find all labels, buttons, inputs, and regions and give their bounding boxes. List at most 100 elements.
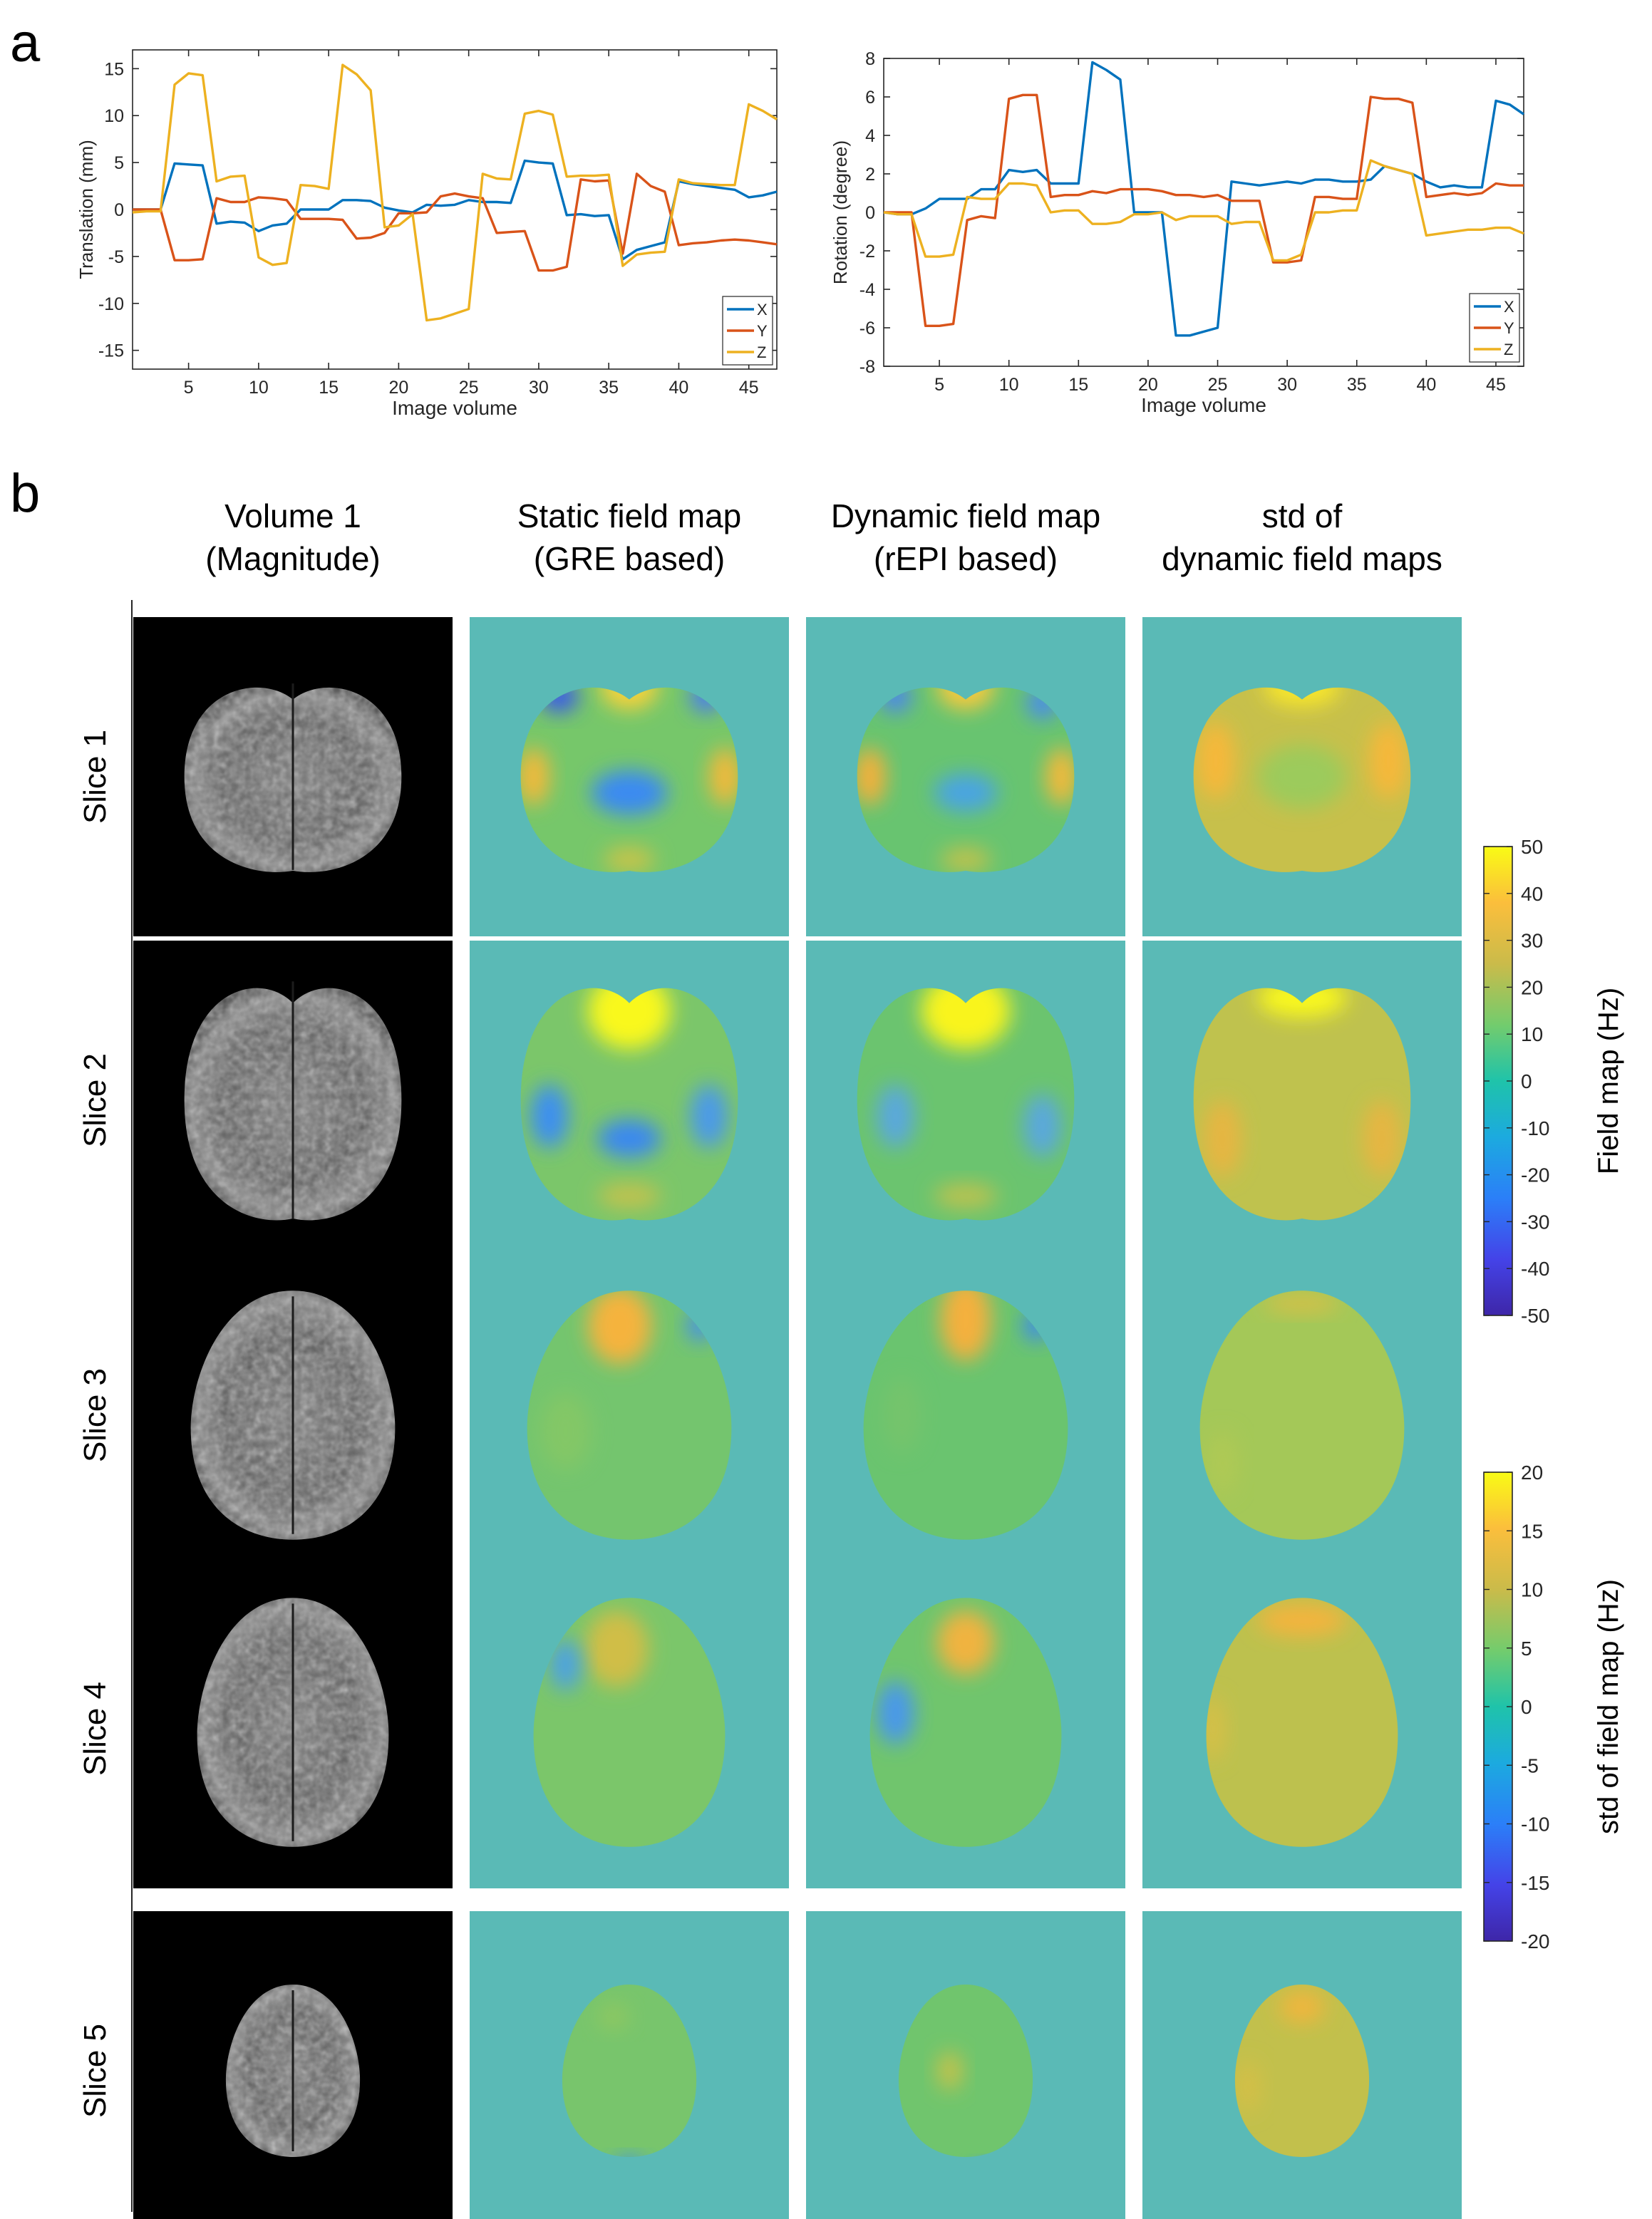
fieldmap-blob — [934, 1183, 998, 1209]
column-header-4: std of — [1262, 497, 1343, 534]
y-tick-label: -15 — [98, 341, 124, 361]
fieldmap-blob — [587, 988, 671, 1050]
image-cell — [133, 941, 453, 1260]
fieldmap-brain — [520, 988, 738, 1221]
x-tick-label: 10 — [999, 375, 1019, 395]
fieldmap-blob — [540, 1392, 592, 1470]
x-tick-label: 40 — [669, 378, 689, 398]
row-label-4: Slice 4 — [78, 1682, 113, 1776]
x-tick-label: 15 — [319, 378, 339, 398]
colorbar-tick-label: 10 — [1521, 1579, 1543, 1601]
fieldmap-brain — [520, 687, 738, 872]
column-header-3: Dynamic field map — [831, 497, 1100, 534]
row-label-2: Slice 2 — [78, 1053, 113, 1147]
fieldmap-blob — [604, 847, 655, 872]
y-tick-label: 10 — [104, 106, 124, 126]
fieldmap-blob — [1197, 722, 1235, 800]
colorbar-tick-label: 20 — [1521, 976, 1543, 998]
fieldmap-brain — [533, 1598, 726, 1847]
x-tick-label: 25 — [459, 378, 479, 398]
fieldmap-base — [1199, 1290, 1405, 1540]
column-header-2: (GRE based) — [534, 540, 725, 577]
column-header-4: dynamic field maps — [1162, 540, 1442, 577]
fieldmap-blob — [936, 687, 995, 710]
image-cell — [1142, 617, 1462, 936]
x-tick-label: 5 — [184, 378, 194, 398]
fieldmap-blob — [597, 2003, 629, 2029]
translation-chart: 5 10 15 20 25 30 35 40 45 -15 -10 -5 0 5 10 15 Image vol… — [76, 49, 778, 419]
y-tick-label: -10 — [98, 294, 124, 314]
x-axis-label: Image volume — [392, 397, 517, 419]
fieldmap-base — [562, 1985, 697, 2157]
fieldmap-blob — [1264, 687, 1341, 707]
fieldmap-blob — [1046, 748, 1075, 806]
colorbar-tick-label: 50 — [1521, 836, 1543, 858]
y-tick-label: 0 — [114, 200, 124, 220]
x-tick-label: 20 — [388, 378, 408, 398]
fieldmap-blob — [882, 1377, 921, 1454]
colorbar-tick-label: -5 — [1521, 1754, 1539, 1776]
plot-area — [132, 49, 778, 370]
legend-entry-Z: Z — [757, 343, 766, 361]
x-tick-label: 25 — [1208, 375, 1228, 395]
fieldmap-blob — [597, 1119, 661, 1158]
fieldmap-base — [1206, 1598, 1398, 1847]
image-cell — [806, 617, 1125, 936]
image-cell — [806, 1911, 1125, 2219]
fieldmap-blob — [709, 748, 738, 806]
colorbar-tick-label: 10 — [1521, 1023, 1543, 1045]
fieldmap-blob — [591, 770, 668, 815]
series-line-Z — [132, 63, 778, 322]
colorbar-label-2: std of field map (Hz) — [1593, 1579, 1624, 1834]
colorbar-tick-label: -30 — [1521, 1211, 1549, 1233]
fieldmap-blob — [1257, 745, 1347, 809]
y-tick-label: 15 — [104, 59, 124, 79]
series-line-X — [883, 61, 1524, 337]
series-line-Y — [884, 93, 1524, 327]
fieldmap-brain — [1234, 1985, 1370, 2157]
fieldmap-brain — [1193, 988, 1411, 1221]
x-tick-label: 20 — [1138, 375, 1158, 395]
fieldmap-blob — [520, 748, 549, 806]
colorbar-tick-label: -15 — [1521, 1872, 1549, 1894]
fieldmap-blob — [876, 1680, 915, 1745]
legend-entry-X: X — [1504, 298, 1514, 316]
panel-label-b: b — [10, 463, 40, 524]
image-cell — [1142, 1569, 1462, 1888]
image-cell — [1142, 941, 1462, 1260]
image-cell — [806, 941, 1125, 1260]
colorbar-tick-label: 20 — [1521, 1462, 1543, 1484]
x-tick-label: 30 — [1277, 375, 1297, 395]
panel-label-a: a — [10, 13, 41, 73]
fieldmap-blob — [530, 1084, 569, 1149]
column-header-3: (rEPI based) — [874, 540, 1058, 577]
colorbar-tick-label: 5 — [1521, 1638, 1532, 1660]
rotation-chart: 5 10 15 20 25 30 35 40 45 -8 -6 -4 -2 0 2 4 6 8 Image volu… — [830, 49, 1524, 416]
fieldmap-blob — [1023, 1094, 1062, 1158]
legend-entry-X: X — [757, 301, 768, 319]
y-axis-label: Translation (mm) — [76, 140, 97, 279]
image-cell — [133, 617, 453, 936]
y-tick-label: 2 — [865, 165, 875, 185]
image-cell — [806, 1569, 1125, 1888]
fieldmap-blob — [1369, 722, 1408, 800]
image-cell — [470, 617, 789, 936]
fieldmap-blob — [597, 1183, 661, 1209]
row-label-5: Slice 5 — [78, 2024, 113, 2118]
fieldmap-brain — [1206, 1598, 1398, 1847]
y-tick-label: 0 — [865, 203, 875, 223]
colorbar-tick-label: -40 — [1521, 1258, 1549, 1280]
image-cell — [470, 1569, 789, 1888]
image-cell — [806, 1256, 1125, 1575]
colorbar-tick-label: -10 — [1521, 1117, 1549, 1139]
fieldmap-base — [898, 1985, 1033, 2157]
fieldmap-blob — [1363, 1100, 1401, 1177]
fieldmap-brain — [869, 1598, 1062, 1847]
colorbar-tick-label: -20 — [1521, 1164, 1549, 1186]
x-tick-label: 35 — [599, 378, 619, 398]
fieldmap-blob — [587, 1290, 652, 1365]
fieldmap-blob — [1257, 1604, 1347, 1637]
legend-entry-Z: Z — [1504, 341, 1513, 358]
x-tick-label: 5 — [934, 375, 944, 395]
